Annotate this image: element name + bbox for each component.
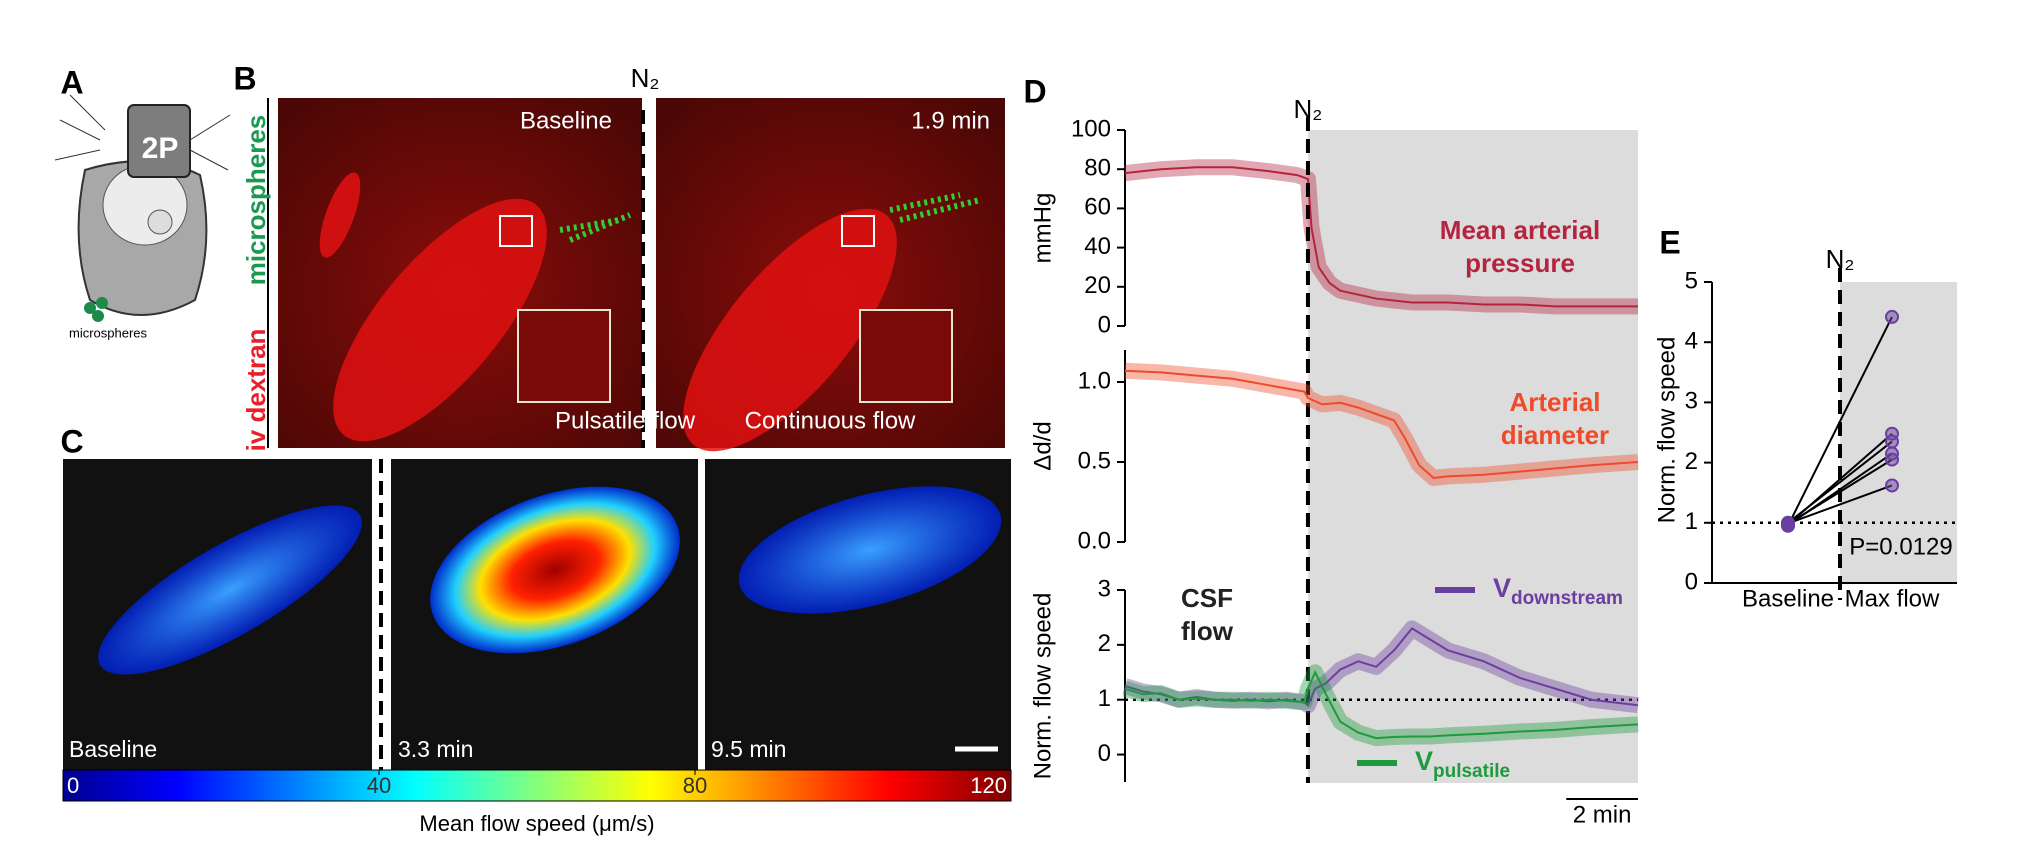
pair-line — [1787, 316, 1893, 527]
colorbar-tick-label: 0 — [67, 773, 79, 798]
pair-line — [1787, 440, 1893, 524]
panel-label: E — [1659, 224, 1680, 260]
frame-time: 9.5 min — [711, 736, 786, 762]
series-line — [1124, 669, 1639, 740]
y-tick-label: 0.5 — [1078, 447, 1111, 474]
panel-label: D — [1023, 73, 1046, 109]
y-tick-label: 1 — [1098, 685, 1111, 712]
series-line — [1124, 627, 1639, 707]
series-line — [1124, 369, 1639, 480]
y-tick-label: 1.0 — [1078, 367, 1111, 394]
y-tick-label: 2 — [1098, 630, 1111, 657]
panel-c-images — [62, 459, 1012, 802]
panel-label: B — [233, 60, 256, 96]
y-tick-label: 3 — [1685, 388, 1698, 415]
annotation: CSF — [1181, 583, 1233, 613]
series-line — [1124, 166, 1638, 308]
y-tick-label: 80 — [1084, 155, 1111, 182]
frame-time: Baseline — [520, 107, 612, 134]
event-label: N₂ — [1294, 94, 1323, 124]
y-axis-label: mmHg — [1029, 193, 1056, 264]
colorbar-tick-label: 80 — [683, 773, 707, 798]
frame-caption: Continuous flow — [745, 407, 916, 434]
x-tick-label: Max flow — [1845, 585, 1940, 612]
pair-point — [1885, 309, 1899, 324]
y-tick-label: 0 — [1098, 740, 1111, 767]
x-tick-label: Baseline — [1742, 585, 1834, 612]
y-axis-label: Norm. flow speed — [1029, 593, 1056, 780]
y-tick-label: 0 — [1685, 568, 1698, 595]
panel-label: C — [60, 423, 83, 459]
annotation: Mean arterial — [1440, 215, 1600, 245]
legend-label: V — [1493, 573, 1511, 603]
y-tick-label: 0 — [1098, 311, 1111, 338]
frame-time: 3.3 min — [398, 736, 473, 762]
frame-caption: Pulsatile flow — [555, 407, 696, 434]
y-axis-label: Norm. flow speed — [1653, 337, 1680, 524]
pair-line — [1787, 458, 1893, 525]
annotation: flow — [1181, 616, 1234, 646]
annotation: diameter — [1501, 420, 1609, 450]
y-tick-label: 1 — [1685, 508, 1698, 535]
pair-point — [1885, 452, 1899, 467]
gas-label: N₂ — [631, 63, 660, 93]
panel-label: A — [60, 64, 83, 100]
annotation: P=0.0129 — [1849, 533, 1952, 560]
annotation: pressure — [1465, 248, 1575, 278]
y-axis-label: Δd/d — [1029, 421, 1056, 470]
panel-b-images — [267, 98, 1005, 452]
side-label: iv dextran — [241, 329, 271, 452]
shaded-region — [1307, 130, 1638, 783]
scale-bar-label: 2 min — [1573, 801, 1632, 828]
y-tick-label: 0.0 — [1078, 527, 1111, 554]
legend-subscript: pulsatile — [1433, 761, 1510, 782]
pair-point — [1781, 516, 1795, 531]
y-tick-label: 4 — [1685, 328, 1698, 355]
colorbar-label: Mean flow speed (μm/s) — [419, 811, 654, 836]
legend-subscript: downstream — [1511, 588, 1623, 609]
objective-label: 2P — [142, 132, 179, 165]
frame-time: 1.9 min — [911, 107, 990, 134]
pair-point — [1885, 434, 1899, 449]
legend-label: V — [1415, 746, 1433, 776]
colorbar-tick-label: 120 — [970, 773, 1007, 798]
y-tick-label: 2 — [1685, 448, 1698, 475]
annotation: Arterial — [1509, 387, 1600, 417]
side-label: microspheres — [241, 115, 271, 286]
event-label: N₂ — [1826, 244, 1855, 274]
y-tick-label: 20 — [1084, 272, 1111, 299]
legend-label: microspheres — [69, 325, 148, 340]
y-tick-label: 100 — [1071, 115, 1111, 142]
mouse-illustration — [54, 94, 231, 322]
pair-line — [1787, 484, 1893, 525]
y-tick-label: 5 — [1685, 267, 1698, 294]
pair-point — [1885, 478, 1899, 493]
y-tick-label: 3 — [1098, 575, 1111, 602]
y-tick-label: 60 — [1084, 194, 1111, 221]
y-tick-label: 40 — [1084, 233, 1111, 260]
frame-time: Baseline — [69, 736, 157, 762]
colorbar-tick-label: 40 — [367, 773, 391, 798]
